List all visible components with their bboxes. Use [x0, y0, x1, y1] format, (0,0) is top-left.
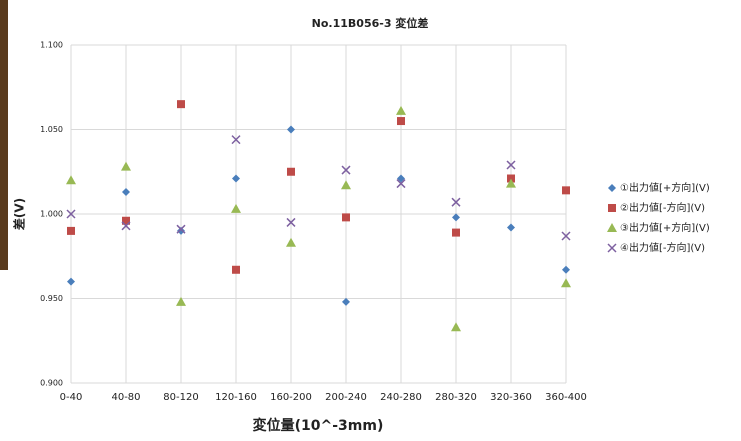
point [561, 278, 571, 288]
point [507, 223, 515, 232]
point [232, 265, 240, 274]
y-tick-label: 0.950 [40, 294, 63, 303]
point [451, 322, 461, 332]
point [562, 186, 570, 195]
x-tick-label: 160-200 [270, 392, 312, 403]
point [561, 231, 571, 241]
point [342, 297, 350, 306]
y-tick-label: 1.050 [40, 125, 63, 134]
point [452, 228, 460, 237]
point [286, 217, 296, 227]
chart-title: No.11B056-3 変位差 [312, 16, 429, 30]
x-tick-label: 120-160 [215, 392, 257, 403]
y-axis-label: 差(V) [12, 198, 27, 231]
point [341, 165, 351, 175]
y-tick-label: 1.100 [40, 41, 63, 50]
y-tick-label: 1.000 [40, 210, 63, 219]
point [67, 226, 75, 235]
x-tick-label: 280-320 [435, 392, 477, 403]
point [177, 226, 185, 235]
point [66, 209, 76, 219]
point [396, 179, 406, 189]
legend-marker [608, 184, 616, 192]
x-tick-label: 360-400 [545, 392, 587, 403]
point [451, 197, 461, 207]
x-tick-label: 0-40 [60, 392, 83, 403]
point [287, 125, 295, 134]
x-tick-label: 320-360 [490, 392, 532, 403]
legend-marker [608, 204, 616, 212]
legend-label: ④出力値[-方向](V) [620, 241, 705, 254]
point [177, 100, 185, 109]
point [287, 167, 295, 176]
point [231, 203, 241, 213]
x-tick-label: 200-240 [325, 392, 367, 403]
legend-marker [607, 243, 617, 253]
x-axis-label: 変位量(10^-3mm) [253, 417, 384, 434]
point [232, 174, 240, 183]
legend-label: ②出力値[-方向](V) [620, 201, 705, 214]
point [397, 117, 405, 126]
point [121, 221, 131, 231]
point [342, 213, 350, 222]
point [396, 105, 406, 115]
legend-label: ③出力値[+方向](V) [620, 221, 710, 234]
legend-label: ①出力値[+方向](V) [620, 181, 710, 194]
point [452, 213, 460, 222]
point [506, 160, 516, 170]
x-tick-label: 240-280 [380, 392, 422, 403]
legend-marker [607, 223, 617, 232]
point [176, 224, 186, 234]
point [66, 175, 76, 185]
point [562, 265, 570, 274]
x-tick-label: 40-80 [111, 392, 140, 403]
point [176, 296, 186, 306]
x-tick-label: 80-120 [163, 392, 198, 403]
point [122, 216, 130, 225]
point [397, 174, 405, 183]
point [341, 180, 351, 190]
point [286, 237, 296, 247]
point [231, 135, 241, 145]
point [122, 188, 130, 197]
point [506, 178, 516, 188]
point [507, 174, 515, 183]
point [67, 277, 75, 286]
y-tick-label: 0.900 [40, 379, 63, 388]
point [121, 161, 131, 171]
background-strip [0, 0, 8, 270]
